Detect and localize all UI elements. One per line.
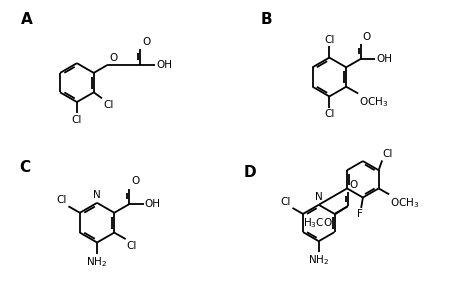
Text: OCH$_3$: OCH$_3$ (359, 95, 389, 109)
Text: O: O (142, 37, 150, 47)
Text: Cl: Cl (324, 109, 335, 119)
Text: O: O (131, 176, 139, 186)
Text: N: N (93, 190, 101, 200)
Text: Cl: Cl (383, 149, 393, 159)
Text: Cl: Cl (281, 197, 291, 207)
Text: H$_3$CO: H$_3$CO (303, 216, 333, 230)
Text: F: F (357, 209, 363, 220)
Text: Cl: Cl (103, 100, 113, 110)
Text: B: B (260, 12, 272, 27)
Text: A: A (21, 12, 33, 27)
Text: NH$_2$: NH$_2$ (308, 253, 329, 267)
Text: C: C (19, 160, 30, 175)
Text: OH: OH (376, 54, 392, 64)
Text: O: O (349, 180, 357, 190)
Text: N: N (315, 192, 323, 202)
Text: O: O (363, 32, 371, 42)
Text: Cl: Cl (324, 35, 335, 45)
Text: Cl: Cl (127, 241, 137, 251)
Text: OH: OH (145, 199, 161, 209)
Text: OH: OH (156, 60, 172, 70)
Text: D: D (244, 165, 256, 180)
Text: O: O (110, 53, 118, 63)
Text: Cl: Cl (72, 115, 82, 125)
Text: NH$_2$: NH$_2$ (86, 255, 108, 269)
Text: OCH$_3$: OCH$_3$ (390, 196, 419, 210)
Text: Cl: Cl (56, 195, 67, 205)
